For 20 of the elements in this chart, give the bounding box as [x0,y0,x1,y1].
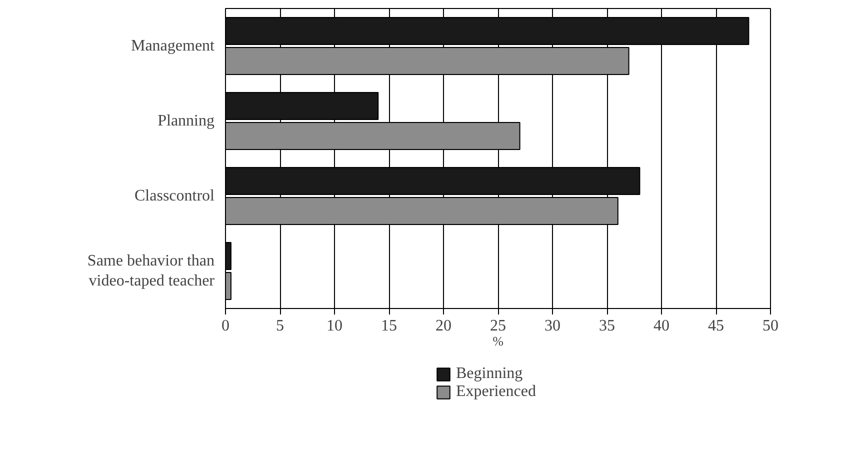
x-tick-label: 50 [762,318,778,334]
legend-label: Beginning [456,365,523,383]
x-tick-label: 30 [544,318,560,334]
x-tick-label: 45 [708,318,724,334]
x-axis-title: % [492,334,504,348]
y-tick-label: Classcontrol [134,188,216,204]
x-tick-label: 5 [276,318,284,334]
x-tick-label: 15 [381,318,397,334]
x-tick-label: 25 [490,318,506,334]
x-tick-label: 10 [326,318,342,334]
legend-label: Experienced [456,383,536,401]
x-tick-label: 20 [436,318,452,334]
x-tick-label: 35 [599,318,615,334]
y-tick-label: Planning [158,112,214,130]
x-tick-label: 0 [222,318,230,334]
y-tick-label: Same behavior than video-taped teacher [87,252,216,290]
bar [226,272,232,300]
y-tick-label: Management [130,38,216,54]
bar [226,242,232,270]
x-tick-label: 40 [654,318,670,334]
